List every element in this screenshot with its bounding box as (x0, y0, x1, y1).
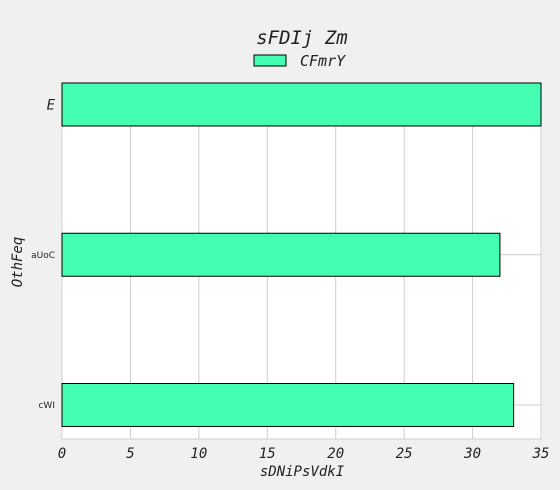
x-tick-label: 30 (463, 446, 481, 462)
chart-title: sFDIj Zm (256, 27, 348, 49)
bar-cWI (61, 383, 515, 427)
x-tick-label: 0 (58, 446, 66, 462)
x-tick-label: 20 (327, 446, 344, 462)
legend-swatch (253, 54, 287, 67)
y-tick-label: cWI (38, 401, 55, 411)
y-axis-label: OthFeq (10, 237, 26, 288)
x-tick-label: 35 (532, 446, 550, 462)
x-tick-label: 15 (259, 446, 276, 462)
y-tick-label: aUoC (31, 251, 55, 261)
bar-E (61, 82, 542, 127)
x-tick-label: 25 (396, 446, 413, 462)
x-tick-label: 10 (190, 446, 207, 462)
bar-aUoC (61, 232, 501, 277)
legend-label: CFmrY (300, 52, 346, 70)
bars (61, 82, 542, 427)
x-tick-label: 5 (126, 446, 134, 462)
x-tick-labels: 0 5 10 15 20 25 30 35 (58, 446, 550, 462)
y-tick-label: E (47, 98, 56, 114)
x-axis-label: sDNiPsVdkI (260, 464, 345, 480)
legend: CFmrY (253, 52, 346, 70)
